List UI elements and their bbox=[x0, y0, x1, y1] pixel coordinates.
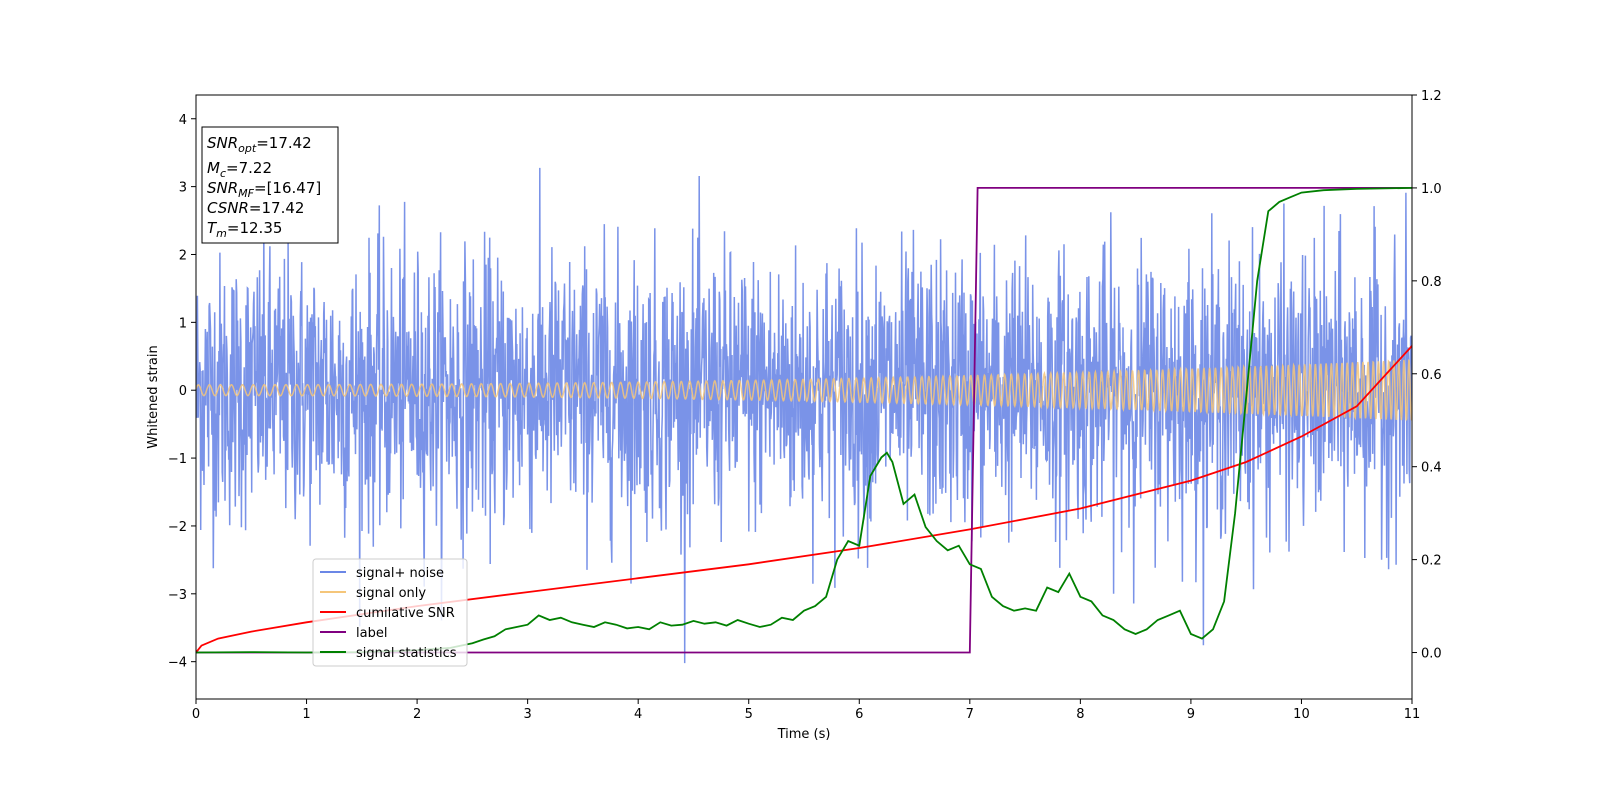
snr-opt-subscript: opt bbox=[238, 142, 257, 155]
x-tick-label-7: 7 bbox=[966, 707, 974, 722]
annotation-csnr: CSNR=17.42 bbox=[207, 199, 304, 217]
snr-mf-subscript: MF bbox=[238, 187, 254, 200]
tm-value: =12.35 bbox=[227, 219, 283, 237]
y-tick-label-4: 0 bbox=[179, 384, 187, 399]
legend-entry-signal-noise: signal+ noise bbox=[320, 566, 444, 581]
x-tick-label-10: 10 bbox=[1293, 707, 1310, 722]
y2-tick-label-5: 0.2 bbox=[1421, 554, 1442, 569]
y-axis-left: 4 3 2 1 0 −1 −2 −3 −4 bbox=[168, 113, 196, 671]
y2-tick-label-6: 0.0 bbox=[1421, 647, 1442, 662]
snr-opt-value: =17.42 bbox=[256, 134, 312, 152]
legend-label-cumulative-snr: cumilative SNR bbox=[356, 606, 455, 621]
legend-entry-signal-statistics: signal statistics bbox=[320, 646, 457, 661]
y-tick-label-0: 4 bbox=[179, 113, 187, 128]
annotation-snr-mf: SNRMF=[16.47] bbox=[207, 179, 321, 200]
tm-symbol: T bbox=[207, 219, 218, 237]
legend-label-signal-noise: signal+ noise bbox=[356, 566, 444, 581]
snr-opt-symbol: SNR bbox=[207, 134, 238, 152]
x-axis-label: Time (s) bbox=[777, 727, 831, 742]
series-label bbox=[196, 187, 1412, 654]
y2-tick-label-3: 0.6 bbox=[1421, 368, 1442, 383]
series-signal-only bbox=[196, 358, 1412, 421]
series-signal-statistics bbox=[196, 187, 1412, 654]
series-cumulative-snr bbox=[196, 345, 1412, 654]
x-tick-label-2: 2 bbox=[413, 707, 421, 722]
mc-subscript: c bbox=[220, 167, 226, 180]
plot-frame bbox=[195, 94, 1413, 700]
y-axis-label: Whitened strain bbox=[146, 345, 161, 448]
y-tick-label-5: −1 bbox=[168, 452, 187, 467]
legend-entry-label: label bbox=[320, 626, 387, 641]
x-tick-label-3: 3 bbox=[523, 707, 531, 722]
y-tick-label-7: −3 bbox=[168, 588, 187, 603]
y2-tick-label-0: 1.2 bbox=[1421, 89, 1442, 104]
legend-label-signal-statistics: signal statistics bbox=[356, 646, 457, 661]
x-tick-label-11: 11 bbox=[1404, 707, 1421, 722]
legend: signal+ noise signal only cumilative SNR… bbox=[312, 558, 468, 667]
x-axis: 0 1 2 3 4 5 6 7 8 9 10 11 bbox=[192, 699, 1420, 722]
annotation-mc: Mc=7.22 bbox=[207, 159, 272, 180]
csnr-symbol: CSNR bbox=[207, 199, 249, 217]
legend-entry-signal-only: signal only bbox=[320, 586, 426, 601]
annotation-tm: Tm=12.35 bbox=[207, 219, 282, 240]
series-signal-noise bbox=[196, 167, 1412, 664]
annotation-box: SNRopt=17.42 Mc=7.22 SNRMF=[16.47] CSNR=… bbox=[201, 126, 339, 244]
y2-tick-label-1: 1.0 bbox=[1421, 182, 1442, 197]
x-tick-label-0: 0 bbox=[192, 707, 200, 722]
csnr-value: =17.42 bbox=[249, 199, 305, 217]
annotation-snr-opt: SNRopt=17.42 bbox=[207, 134, 312, 155]
legend-frame bbox=[312, 558, 468, 667]
series-layer bbox=[196, 167, 1412, 664]
y-axis-right: 1.2 1.0 0.8 0.6 0.4 0.2 0.0 bbox=[1412, 89, 1442, 662]
y-tick-label-1: 3 bbox=[179, 181, 187, 196]
x-tick-label-1: 1 bbox=[302, 707, 310, 722]
y-tick-label-8: −4 bbox=[168, 656, 187, 671]
y-tick-label-6: −2 bbox=[168, 520, 187, 535]
y2-tick-label-2: 0.8 bbox=[1421, 275, 1442, 290]
x-tick-label-6: 6 bbox=[855, 707, 863, 722]
mc-symbol: M bbox=[207, 159, 220, 177]
legend-entry-cumulative-snr: cumilative SNR bbox=[320, 606, 455, 621]
x-tick-label-9: 9 bbox=[1187, 707, 1195, 722]
x-tick-label-5: 5 bbox=[745, 707, 753, 722]
mc-value: =7.22 bbox=[226, 159, 272, 177]
snr-mf-value: =[16.47] bbox=[254, 179, 321, 197]
y-tick-label-2: 2 bbox=[179, 248, 187, 263]
tm-subscript: m bbox=[216, 227, 227, 240]
y2-tick-label-4: 0.4 bbox=[1421, 461, 1442, 476]
x-tick-label-8: 8 bbox=[1076, 707, 1084, 722]
y-tick-label-3: 1 bbox=[179, 316, 187, 331]
snr-mf-symbol: SNR bbox=[207, 179, 238, 197]
x-tick-label-4: 4 bbox=[634, 707, 642, 722]
legend-label-label: label bbox=[356, 626, 387, 641]
legend-label-signal-only: signal only bbox=[356, 586, 426, 601]
